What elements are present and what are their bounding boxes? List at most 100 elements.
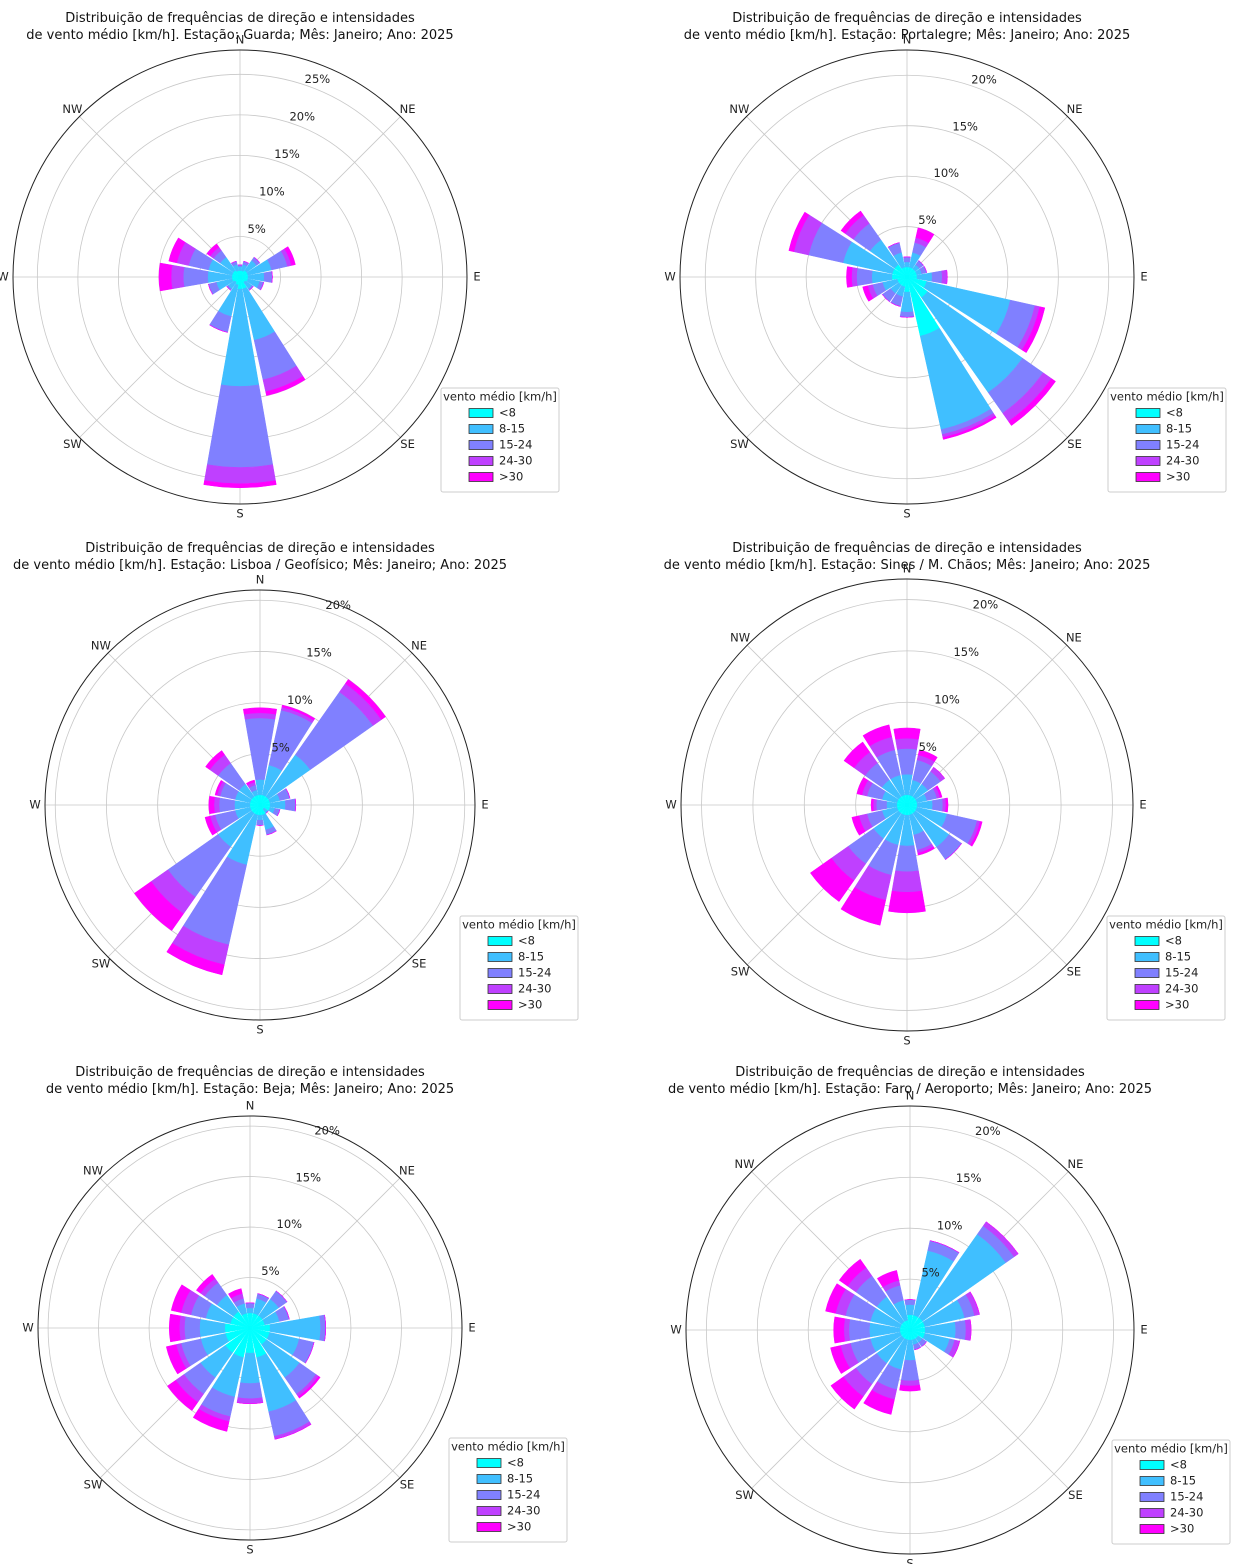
- bar-segment: [305, 1342, 315, 1364]
- bar-segment: [846, 266, 853, 288]
- direction-label: W: [22, 1321, 33, 1335]
- legend-swatch: [468, 456, 494, 466]
- spoke: [909, 1329, 1069, 1489]
- legend-label: <8: [1165, 934, 1182, 948]
- bar-segment: [904, 261, 910, 268]
- bar-segment: [319, 1314, 326, 1342]
- bar-segment: [843, 741, 871, 769]
- legend: vento médio [km/h] <8 8-15 15-24 24-30 >30: [1106, 915, 1226, 1021]
- direction-label: NE: [400, 102, 416, 116]
- legend: vento médio [km/h] <8 8-15 15-24 24-30 >30: [448, 1437, 568, 1543]
- bar-segment: [914, 1346, 922, 1351]
- bar-segment: [263, 271, 273, 283]
- direction-label: S: [903, 507, 910, 521]
- bar-segment: [283, 1306, 290, 1320]
- bar-segment: [888, 890, 926, 914]
- bar-segment: [192, 1408, 230, 1432]
- legend-label: >30: [499, 470, 523, 484]
- bar-segment: [969, 821, 983, 847]
- legend-title: vento médio [km/h]: [462, 918, 576, 932]
- bar-segment: [825, 1283, 846, 1314]
- ring-label: 5%: [272, 740, 290, 754]
- direction-label: E: [481, 798, 488, 812]
- bar-segment: [168, 237, 186, 264]
- bar-segment: [245, 1302, 255, 1309]
- legend-label: 24-30: [1165, 982, 1198, 996]
- legend: vento médio [km/h] <8 8-15 15-24 24-30 >30: [1111, 1439, 1231, 1545]
- direction-label: NE: [1068, 1157, 1084, 1171]
- bar-segment: [903, 256, 911, 263]
- legend-swatch: [1139, 1508, 1165, 1518]
- bar-segment: [284, 246, 296, 266]
- bar-segment: [904, 1299, 916, 1306]
- direction-label: S: [256, 1023, 263, 1037]
- bar-segment: [204, 815, 218, 836]
- spoke: [239, 116, 401, 278]
- legend-swatch: [1135, 440, 1161, 450]
- bar-segment: [213, 796, 220, 814]
- grid-ring: [54, 599, 466, 1011]
- bar-segment: [297, 1375, 321, 1399]
- direction-label: S: [236, 507, 243, 521]
- legend-title: vento médio [km/h]: [1110, 390, 1224, 404]
- chart-title: Distribuição de frequências de direção e…: [663, 541, 1151, 573]
- direction-label: S: [906, 1557, 913, 1564]
- bar-segment: [851, 815, 866, 836]
- outer-circle: [12, 49, 468, 505]
- ring-label: 15%: [274, 147, 300, 161]
- legend-label: >30: [507, 1520, 531, 1534]
- bar-segment: [256, 819, 264, 826]
- bar-segment: [833, 1316, 846, 1344]
- legend-swatch: [487, 952, 513, 962]
- direction-label: E: [468, 1321, 475, 1335]
- legend-label: 24-30: [1166, 454, 1199, 468]
- legend-swatch: [1134, 952, 1160, 962]
- legend-label: 8-15: [499, 422, 525, 436]
- bar-segment: [848, 1319, 871, 1341]
- bar-segment: [218, 797, 236, 813]
- ring-label: 20%: [973, 597, 999, 611]
- legend-label: 24-30: [499, 454, 532, 468]
- bar-segment: [856, 268, 873, 286]
- bar-segment: [830, 1345, 851, 1374]
- bar-segment: [245, 779, 256, 786]
- direction-label: E: [1139, 798, 1146, 812]
- grid-ring: [47, 1125, 453, 1531]
- chart-title: Distribuição de frequências de direção e…: [667, 1065, 1152, 1097]
- bar-segment: [876, 1270, 900, 1288]
- ring-label: 15%: [952, 119, 978, 133]
- bar-segment: [242, 707, 278, 715]
- legend-label: >30: [1170, 1522, 1194, 1536]
- spoke: [239, 276, 401, 438]
- legend-swatch: [1135, 456, 1161, 466]
- bar-segment: [206, 384, 274, 468]
- bar-segment: [870, 798, 874, 812]
- legend-label: 8-15: [1165, 950, 1191, 964]
- legend-swatch: [1134, 968, 1160, 978]
- bar-segment: [964, 1319, 972, 1341]
- bar-segment: [905, 1304, 915, 1316]
- grid-ring: [755, 125, 1059, 429]
- spoke: [79, 276, 241, 438]
- spoke: [906, 116, 1068, 278]
- bar-segment: [891, 870, 923, 893]
- legend-label: 24-30: [507, 1504, 540, 1518]
- direction-label: NW: [735, 1157, 755, 1171]
- legend-label: 24-30: [1170, 1506, 1203, 1520]
- bar-segment: [887, 242, 900, 248]
- bar-segment: [158, 262, 173, 292]
- legend-label: 15-24: [499, 438, 532, 452]
- direction-label: SW: [730, 437, 749, 451]
- bar-segment: [236, 1402, 264, 1404]
- direction-label: W: [664, 270, 675, 284]
- direction-label: SW: [731, 964, 750, 978]
- bar-segment: [184, 1316, 201, 1340]
- legend-swatch: [1134, 936, 1160, 946]
- bar-segment: [281, 704, 316, 721]
- bar-segment: [284, 798, 297, 812]
- direction-label: N: [906, 1089, 915, 1103]
- bar-segment: [969, 1291, 980, 1315]
- bar-segment: [932, 798, 944, 812]
- legend-label: 15-24: [1165, 966, 1198, 980]
